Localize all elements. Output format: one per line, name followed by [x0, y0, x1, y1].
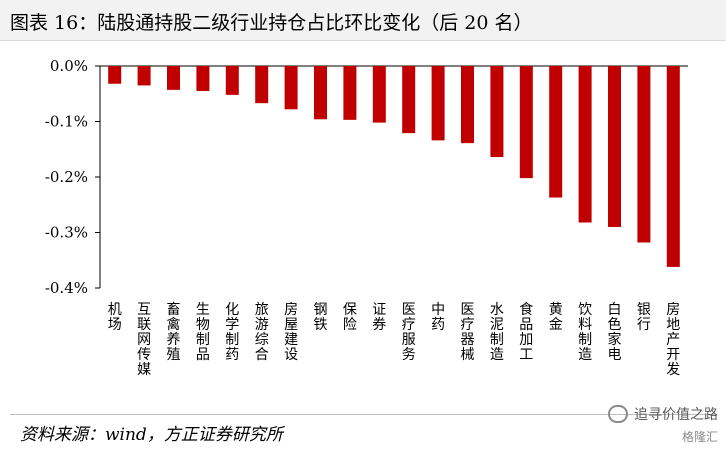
x-tick-label: 互联网传媒: [137, 302, 151, 378]
bar: [402, 66, 416, 134]
y-tick-label: -0.4%: [45, 279, 88, 297]
bar: [372, 66, 386, 123]
bar: [137, 66, 151, 86]
bar: [608, 66, 621, 227]
bar: [255, 66, 269, 104]
bar: [637, 66, 651, 243]
x-tick-label: 化学制药: [225, 302, 239, 363]
x-tick-label: 畜禽养殖: [167, 302, 181, 363]
y-tick-label: -0.1%: [45, 113, 88, 131]
bar: [666, 66, 680, 267]
bar: [343, 66, 357, 120]
watermark-text: 追寻价值之路: [634, 407, 718, 423]
watermark: 追寻价值之路: [608, 404, 718, 424]
x-tick-label: 房屋建设: [284, 302, 298, 363]
y-tick-label: 0.0%: [50, 57, 88, 75]
x-tick-label: 生物制品: [196, 302, 210, 363]
wechat-icon: [608, 405, 628, 423]
bar: [314, 66, 327, 120]
x-tick-label: 中药: [431, 302, 445, 333]
bar: [431, 66, 445, 141]
chart-title: 图表 16：陆股通持股二级行业持仓占比环比变化（后 20 名）: [10, 12, 533, 34]
x-tick-label: 饮料制造: [578, 302, 592, 363]
bar: [225, 66, 239, 95]
y-tick-label: -0.2%: [45, 168, 88, 186]
source-note: 资料来源：wind，方正证券研究所: [20, 425, 283, 445]
x-tick-label: 食品加工: [519, 301, 533, 363]
x-tick-label: 医疗服务: [402, 302, 416, 363]
x-tick-label: 白色家电: [608, 302, 622, 363]
x-tick-label: 钢铁: [314, 302, 328, 333]
x-tick-label: 医疗器械: [461, 302, 475, 363]
x-tick-label: 证券: [372, 302, 386, 333]
bar: [519, 66, 533, 179]
bar: [196, 66, 210, 91]
bar: [578, 66, 592, 223]
x-tick-label: 房地产开发: [666, 302, 680, 378]
bar: [461, 66, 474, 144]
bar: [167, 66, 180, 90]
chart-title-bar: 图表 16：陆股通持股二级行业持仓占比环比变化（后 20 名）: [0, 0, 726, 41]
bar: [284, 66, 298, 110]
x-tick-label: 水泥制造: [490, 302, 504, 363]
brand-mark: 格隆汇: [681, 430, 718, 444]
bar: [108, 66, 122, 84]
x-tick-label: 机场: [108, 302, 122, 333]
footer-divider: [10, 414, 716, 415]
y-tick-label: -0.3%: [45, 224, 88, 242]
x-tick-label: 保险: [343, 302, 357, 333]
bar: [549, 66, 563, 198]
x-tick-label: 银行: [637, 302, 651, 333]
x-tick-label: 旅游综合: [255, 302, 269, 363]
bar: [490, 66, 504, 158]
x-tick-label: 黄金: [549, 301, 563, 333]
